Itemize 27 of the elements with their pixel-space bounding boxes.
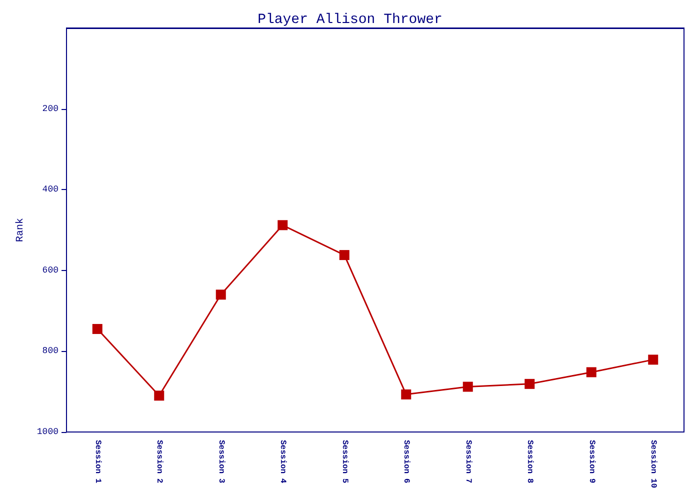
point (339, 250, 350, 260)
x-tick-label: Session 3 (216, 440, 226, 484)
x-tick-label: Session 5 (340, 440, 349, 484)
x-tick-label: Session 10 (648, 440, 658, 488)
y-tick-label: 800 (42, 346, 59, 356)
point (586, 367, 596, 378)
y-tick-label: 600 (42, 265, 59, 276)
x-tick-label: Session 9 (586, 440, 596, 484)
x-tick-label: Session 6 (402, 440, 411, 484)
x-tick-label: Session 2 (154, 440, 164, 484)
point (648, 354, 658, 365)
point (524, 378, 535, 389)
y-tick-label: 400 (42, 184, 59, 195)
x-tick-label: Session 7 (463, 440, 472, 484)
point (462, 382, 473, 392)
point (154, 390, 164, 401)
y-tick-label: 200 (42, 104, 59, 114)
point (278, 220, 288, 230)
y-tick-label: 1000 (36, 427, 59, 437)
point (216, 290, 226, 300)
point (401, 389, 412, 400)
x-tick-label: Session 1 (92, 440, 102, 484)
chart-title: Player Allison Thrower (258, 12, 442, 28)
x-tick-label: Session 4 (278, 440, 288, 484)
point (92, 324, 102, 334)
y-axis-title: Rank (14, 218, 26, 242)
x-tick-label: Session 8 (525, 440, 534, 484)
